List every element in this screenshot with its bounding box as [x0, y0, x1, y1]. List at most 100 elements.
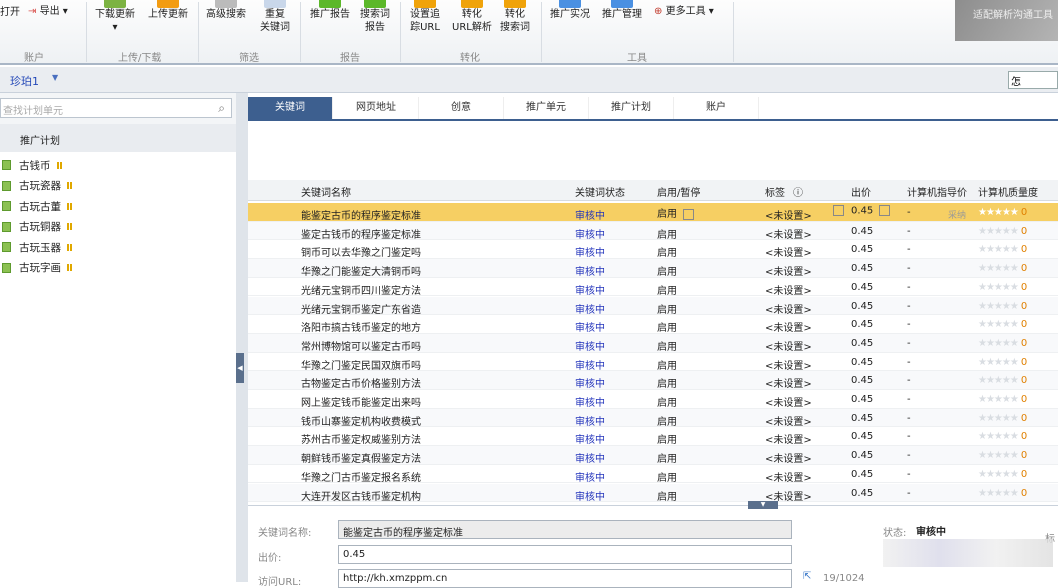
table-row[interactable]: 朝鲜钱币鉴定真假鉴定方法 审核中 启用 <未设置> 0.45 - ★★★★★ 0 — [248, 446, 1058, 465]
column-header[interactable]: 关键词状态 — [575, 188, 625, 199]
tag-value[interactable]: <未设置> — [765, 398, 812, 409]
table-row[interactable]: 大连开发区古钱币鉴定机构 审核中 启用 <未设置> 0.45 - ★★★★★ 0 — [248, 483, 1058, 503]
tab-3[interactable]: 推广单元 — [504, 97, 589, 119]
plan-item[interactable]: 古玩字画 — [0, 259, 72, 277]
tag-value[interactable]: <未设置> — [765, 472, 812, 484]
advanced-search-button[interactable]: 高级搜索 — [206, 0, 246, 21]
tag-value[interactable]: <未设置> — [765, 454, 812, 466]
enabled-state[interactable]: 启用 — [657, 304, 677, 316]
chevron-down-icon[interactable]: ▼ — [52, 73, 59, 82]
download-update-button[interactable]: 下载更新 ▾ — [95, 0, 135, 34]
table-row[interactable]: 钱币山寨鉴定机构收费模式 审核中 启用 <未设置> 0.45 - ★★★★★ 0 — [248, 408, 1058, 428]
open-link-icon[interactable]: ⇱ — [803, 571, 812, 582]
tag-value[interactable]: <未设置> — [765, 341, 812, 353]
tag-value[interactable]: <未设置> — [765, 360, 812, 372]
convert-search-button[interactable]: 转化 搜索词 — [500, 0, 530, 34]
enabled-state[interactable]: 启用 — [657, 209, 677, 220]
live-button[interactable]: 推广实况 — [550, 0, 590, 21]
enabled-state[interactable]: 启用 — [657, 472, 677, 484]
convert-url-button[interactable]: 转化 URL解析 — [452, 0, 492, 34]
price-value[interactable]: 0.45 — [851, 450, 874, 462]
table-row[interactable]: 能鉴定古币的程序鉴定标准 审核中 启用 <未设置> 0.45 - 采纳 ★★★★★ 0 — [248, 203, 1058, 222]
price-value[interactable]: 0.45 — [851, 263, 874, 275]
column-header[interactable]: 启用/暂停 — [657, 188, 701, 199]
column-header[interactable]: 计算机质量度 — [978, 188, 1038, 199]
keyword-name-field[interactable]: 能鉴定古币的程序鉴定标准 — [338, 520, 792, 539]
column-header[interactable]: 关键词名称 — [301, 188, 351, 199]
table-row[interactable]: 洛阳市搞古钱币鉴定的地方 审核中 启用 <未设置> 0.45 - ★★★★★ 0 — [248, 315, 1058, 334]
account-name[interactable]: 珍珀1 — [10, 75, 39, 88]
price-value[interactable]: 0.45 — [851, 300, 874, 312]
price-value[interactable]: 0.45 — [851, 205, 874, 217]
enabled-state[interactable]: 启用 — [657, 360, 677, 372]
edit-icon[interactable] — [833, 205, 844, 216]
tab-0[interactable]: 关键词 — [248, 97, 333, 119]
price-value[interactable]: 0.45 — [851, 281, 874, 293]
adopt-link[interactable]: 采纳 — [948, 211, 967, 221]
help-icon[interactable]: ⓘ — [793, 188, 803, 199]
edit-icon[interactable] — [879, 205, 891, 216]
price-value[interactable]: 0.45 — [851, 244, 874, 256]
tag-value[interactable]: <未设置> — [765, 435, 812, 447]
sidebar-splitter[interactable]: ◀ — [236, 93, 248, 582]
search-report-button[interactable]: 搜索词 报告 — [360, 0, 390, 34]
open-button[interactable]: 打开 — [0, 6, 20, 19]
table-row[interactable]: 常州博物馆可以鉴定古币吗 审核中 启用 <未设置> 0.45 - ★★★★★ 0 — [248, 333, 1058, 353]
price-value[interactable]: 0.45 — [851, 356, 874, 368]
price-value[interactable]: 0.45 — [851, 319, 874, 331]
enabled-state[interactable]: 启用 — [657, 248, 677, 260]
enabled-state[interactable]: 启用 — [657, 398, 677, 409]
track-url-button[interactable]: 设置追 踪URL — [410, 0, 440, 34]
plan-item[interactable]: 古玩玉器 — [0, 238, 72, 256]
tag-value[interactable]: <未设置> — [765, 285, 812, 297]
search-icon[interactable]: ⌕ — [218, 101, 225, 115]
tab-2[interactable]: 创意 — [419, 97, 504, 119]
price-value[interactable]: 0.45 — [851, 487, 874, 499]
table-row[interactable]: 苏州古币鉴定权威鉴别方法 审核中 启用 <未设置> 0.45 - ★★★★★ 0 — [248, 427, 1058, 446]
tag-value[interactable]: <未设置> — [765, 229, 812, 241]
column-header[interactable]: 出价 — [851, 188, 871, 199]
tab-1[interactable]: 网页地址 — [334, 97, 419, 119]
collapse-handle[interactable]: ◀ — [236, 353, 244, 383]
tag-value[interactable]: <未设置> — [765, 248, 812, 260]
enabled-state[interactable]: 启用 — [657, 285, 677, 297]
export-button[interactable]: ⇥ 导出 ▾ — [28, 6, 68, 17]
plan-item[interactable]: 古钱币 — [0, 156, 62, 174]
enabled-state[interactable]: 启用 — [657, 435, 677, 447]
more-tools-button[interactable]: ⊕ 更多工具 ▾ — [654, 6, 714, 17]
enabled-state[interactable]: 启用 — [657, 379, 677, 391]
plan-item[interactable]: 古玩古董 — [0, 197, 72, 215]
promo-report-button[interactable]: 推广报告 — [310, 0, 350, 21]
enabled-state[interactable]: 启用 — [657, 229, 677, 241]
price-value[interactable]: 0.45 — [851, 337, 874, 349]
plan-search-input[interactable]: 查找计划单元 ⌕ — [0, 98, 232, 118]
collapse-detail-handle[interactable]: ▼ — [748, 501, 778, 509]
price-field[interactable]: 0.45 — [338, 545, 792, 564]
price-value[interactable]: 0.45 — [851, 468, 874, 480]
tag-value[interactable]: <未设置> — [765, 379, 812, 391]
edit-icon[interactable] — [683, 208, 694, 220]
table-row[interactable]: 鉴定古钱币的程序鉴定标准 审核中 启用 <未设置> 0.45 - ★★★★★ 0 — [248, 221, 1058, 241]
duplicate-keywords-button[interactable]: 重复 关键词 — [260, 0, 290, 34]
tag-value[interactable]: <未设置> — [765, 304, 812, 316]
tag-value[interactable]: <未设置> — [765, 491, 812, 503]
tag-value[interactable]: <未设置> — [765, 416, 812, 428]
table-row[interactable]: 古物鉴定古币价格鉴别方法 审核中 启用 <未设置> 0.45 - ★★★★★ 0 — [248, 371, 1058, 390]
table-row[interactable]: 光绪元宝铜币鉴定广东省造 审核中 启用 <未设置> 0.45 - ★★★★★ 0 — [248, 296, 1058, 316]
tab-5[interactable]: 账户 — [674, 97, 759, 119]
enabled-state[interactable]: 启用 — [657, 267, 677, 279]
tab-4[interactable]: 推广计划 — [589, 97, 674, 119]
upload-update-button[interactable]: 上传更新 — [148, 0, 188, 21]
table-row[interactable]: 光绪元宝铜币四川鉴定方法 审核中 启用 <未设置> 0.45 - ★★★★★ 0 — [248, 278, 1058, 297]
enabled-state[interactable]: 启用 — [657, 323, 677, 335]
url-field[interactable]: http://kh.xmzppm.cn — [338, 569, 792, 588]
table-row[interactable]: 网上鉴定钱币能鉴定出来吗 审核中 启用 <未设置> 0.45 - ★★★★★ 0 — [248, 390, 1058, 409]
column-header[interactable]: 标签 — [765, 188, 785, 199]
table-row[interactable]: 华豫之门鉴定民国双旗币吗 审核中 启用 <未设置> 0.45 - ★★★★★ 0 — [248, 353, 1058, 372]
plan-item[interactable]: 古玩瓷器 — [0, 177, 72, 195]
enabled-state[interactable]: 启用 — [657, 491, 677, 503]
enabled-state[interactable]: 启用 — [657, 416, 677, 428]
tag-value[interactable]: <未设置> — [765, 323, 812, 335]
price-value[interactable]: 0.45 — [851, 375, 874, 387]
plan-item[interactable]: 古玩铜器 — [0, 218, 72, 236]
